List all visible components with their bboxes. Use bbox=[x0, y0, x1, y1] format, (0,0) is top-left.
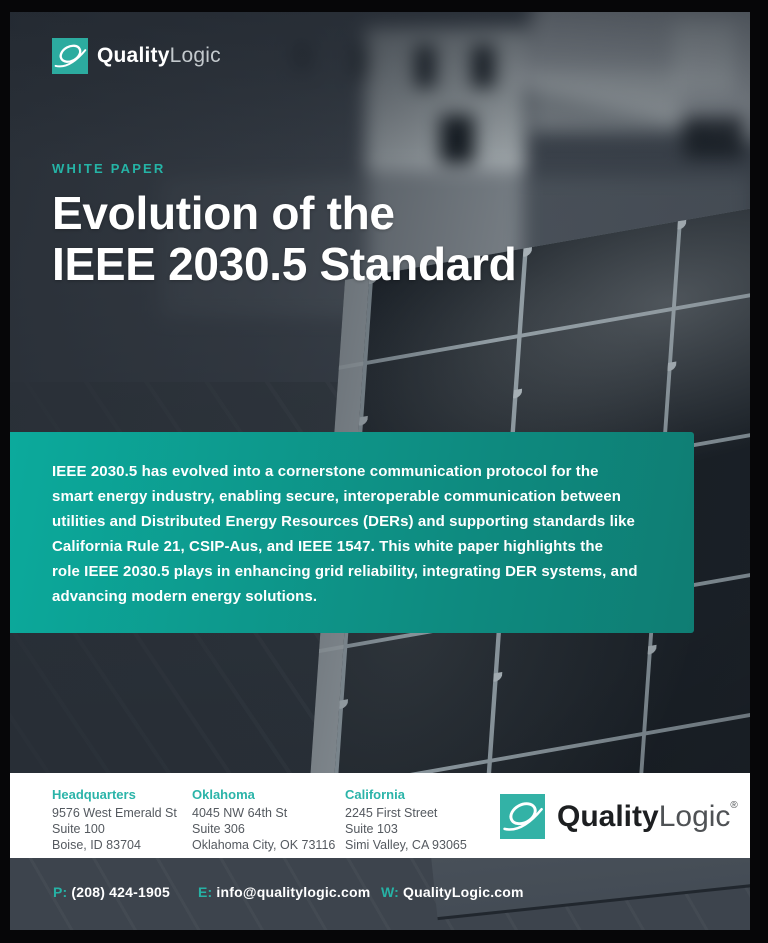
qualitylogic-q-icon bbox=[52, 38, 88, 74]
office-headquarters: Headquarters 9576 West Emerald St Suite … bbox=[52, 787, 177, 853]
header-logo: QualityLogic bbox=[52, 38, 221, 74]
brand-name-bold: Quality bbox=[97, 44, 170, 67]
office-oklahoma: Oklahoma 4045 NW 64th St Suite 306 Oklah… bbox=[192, 787, 335, 853]
office-label: Oklahoma bbox=[192, 787, 255, 802]
header-logo-wordmark: QualityLogic bbox=[97, 44, 221, 68]
title-line-2: IEEE 2030.5 Standard bbox=[52, 238, 517, 290]
office-address: 2245 First Street Suite 103 Simi Valley,… bbox=[345, 806, 467, 852]
contact-bar: P: (208) 424-1905 E: info@qualitylogic.com… bbox=[10, 858, 750, 930]
website-prefix: W: bbox=[381, 884, 400, 900]
office-label: California bbox=[345, 787, 405, 802]
website-contact: W: QualityLogic.com bbox=[381, 884, 524, 900]
email-prefix: E: bbox=[198, 884, 213, 900]
page-title: Evolution of the IEEE 2030.5 Standard bbox=[52, 187, 517, 290]
whitepaper-cover-page: QualityLogic WHITE PAPER Evolution of th… bbox=[10, 12, 750, 930]
brand-name-light: Logic bbox=[169, 44, 221, 67]
eyebrow-label: WHITE PAPER bbox=[52, 161, 166, 176]
abstract-text: IEEE 2030.5 has evolved into a cornersto… bbox=[52, 463, 638, 605]
phone-prefix: P: bbox=[53, 884, 68, 900]
email-contact: E: info@qualitylogic.com bbox=[198, 884, 370, 900]
title-line-1: Evolution of the bbox=[52, 187, 395, 239]
phone-contact: P: (208) 424-1905 bbox=[53, 884, 170, 900]
brand-name-light: Logic bbox=[658, 799, 731, 833]
footer-logo-wordmark: QualityLogic® bbox=[557, 800, 738, 834]
footer-logo: QualityLogic® bbox=[500, 794, 738, 839]
phone-number[interactable]: (208) 424-1905 bbox=[71, 884, 170, 900]
office-california: California 2245 First Street Suite 103 S… bbox=[345, 787, 467, 853]
office-label: Headquarters bbox=[52, 787, 136, 802]
registered-mark: ® bbox=[730, 799, 738, 811]
abstract-panel: IEEE 2030.5 has evolved into a cornersto… bbox=[10, 432, 694, 633]
office-address: 9576 West Emerald St Suite 100 Boise, ID… bbox=[52, 806, 177, 852]
office-address: 4045 NW 64th St Suite 306 Oklahoma City,… bbox=[192, 806, 336, 852]
website-url[interactable]: QualityLogic.com bbox=[403, 884, 524, 900]
qualitylogic-q-icon bbox=[500, 794, 545, 839]
footer: Headquarters 9576 West Emerald St Suite … bbox=[10, 773, 750, 858]
hero-section: WHITE PAPER Evolution of the IEEE 2030.5… bbox=[52, 161, 517, 290]
brand-name-bold: Quality bbox=[557, 799, 659, 833]
email-address[interactable]: info@qualitylogic.com bbox=[216, 884, 371, 900]
